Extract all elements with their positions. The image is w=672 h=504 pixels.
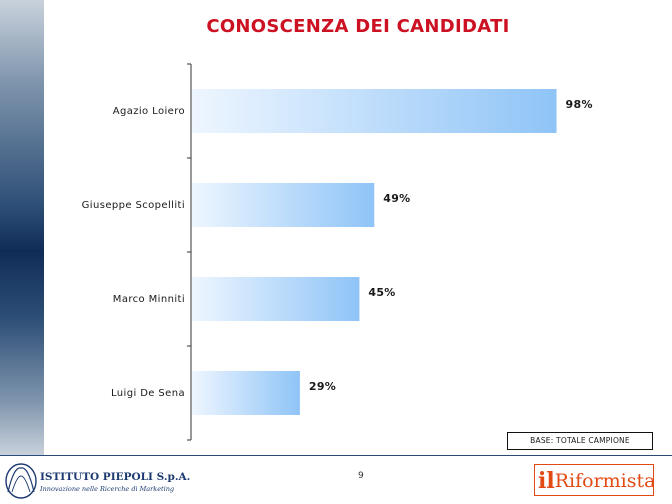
- category-label: Agazio Loiero: [113, 106, 185, 117]
- il-riformista-logo: il Riformista: [534, 464, 654, 496]
- category-label: Marco Minniti: [113, 294, 185, 305]
- footer-divider: [0, 455, 672, 456]
- left-sidebar-band: [0, 0, 44, 456]
- riformista-prefix: il: [538, 468, 555, 494]
- piepoli-tagline: Innovazione nelle Ricerche di Marketing: [40, 485, 175, 493]
- value-label: 49%: [383, 192, 410, 205]
- bar-chart: Agazio Loiero 98% Giuseppe Scopelliti 49% Ma…: [82, 63, 593, 441]
- value-label: 29%: [309, 380, 336, 393]
- bar: [192, 183, 375, 227]
- value-label: 98%: [566, 98, 593, 111]
- bar: [192, 277, 360, 321]
- piepoli-name: ISTITUTO PIEPOLI S.p.A.: [40, 471, 191, 483]
- bar: [192, 371, 300, 415]
- bar: [192, 89, 557, 133]
- base-note: BASE: TOTALE CAMPIONE: [507, 432, 653, 450]
- piepoli-logo-mark-icon: [5, 463, 37, 499]
- page-number: 9: [358, 471, 364, 481]
- page-title: CONOSCENZA DEI CANDIDATI: [206, 16, 510, 37]
- category-label: Luigi De Sena: [111, 388, 185, 399]
- category-label: Giuseppe Scopelliti: [82, 200, 185, 211]
- value-label: 45%: [368, 286, 395, 299]
- riformista-name: Riformista: [554, 470, 654, 492]
- istituto-piepoli-logo: ISTITUTO PIEPOLI S.p.A. Innovazione nell…: [4, 462, 204, 502]
